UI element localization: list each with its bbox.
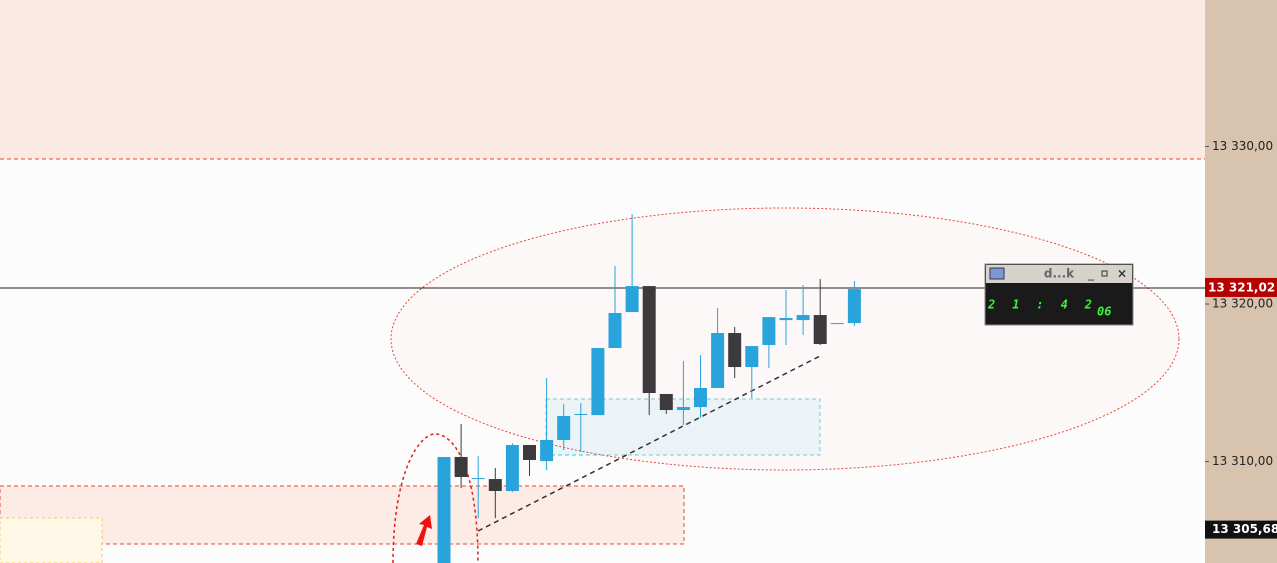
y-tick-label: 13 320,00	[1212, 297, 1273, 311]
y-tick-label: 13 330,00	[1212, 139, 1273, 153]
candle-body	[608, 313, 622, 348]
marker-price-box	[1205, 520, 1277, 539]
candle-body	[625, 286, 639, 313]
candle-body	[540, 439, 554, 462]
trend-line	[477, 355, 821, 532]
candle-body	[745, 346, 759, 368]
y-tick-label: 13 310,00	[1212, 454, 1273, 468]
candle-body	[471, 478, 485, 480]
candle-body	[796, 315, 810, 321]
candle-body	[813, 315, 827, 345]
candle-body	[437, 456, 451, 563]
candle-body	[659, 393, 673, 411]
candle-body	[523, 445, 536, 460]
arrow	[416, 515, 432, 546]
highlight-arch	[392, 433, 479, 563]
candle-body	[574, 413, 588, 415]
highlight-ellipse	[390, 207, 1180, 471]
clock-seconds: 06	[1097, 305, 1111, 319]
clock-time: 21:42	[987, 298, 1092, 312]
candle-body	[642, 286, 656, 394]
candle-body	[762, 317, 776, 345]
marker-price-label: 13 305,68	[1212, 522, 1277, 536]
widget-title: d...k	[1044, 267, 1075, 281]
candle-body	[728, 333, 742, 368]
candle-body	[557, 416, 571, 440]
last-price-label: 13 321,02	[1208, 280, 1275, 294]
candle-body	[505, 445, 519, 492]
candle-body	[830, 323, 844, 325]
clock-widget: d...k _ × 21:42 06	[984, 263, 1134, 326]
candle-body	[676, 407, 690, 411]
candle-body	[694, 387, 707, 408]
candle-body	[454, 456, 468, 477]
last-price-box	[1205, 277, 1277, 297]
maximize-button[interactable]	[1101, 270, 1108, 277]
candle-body	[488, 479, 502, 492]
candle-body	[847, 289, 861, 324]
candle-body	[591, 347, 605, 416]
support-zone	[0, 485, 685, 545]
candle-body	[711, 333, 725, 388]
minor-zone	[0, 517, 103, 563]
widget-titlebar	[986, 265, 1132, 283]
candle-body	[779, 318, 793, 321]
resistance-zone	[0, 0, 1205, 159]
widget-icon	[989, 267, 1005, 280]
minimize-button[interactable]: _	[1087, 267, 1095, 281]
close-button[interactable]: ×	[1117, 267, 1127, 281]
